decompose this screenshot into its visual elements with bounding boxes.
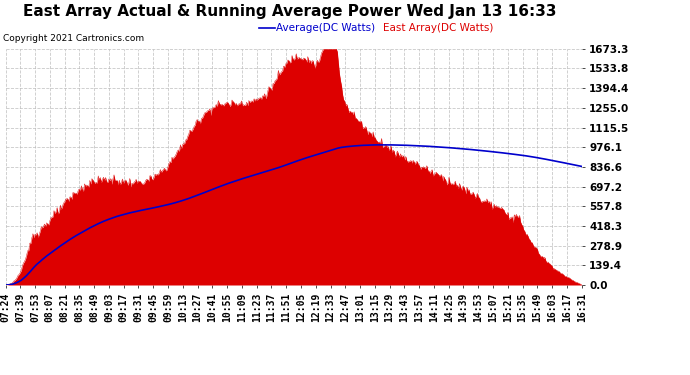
Text: Average(DC Watts): Average(DC Watts) (276, 23, 375, 33)
Text: Copyright 2021 Cartronics.com: Copyright 2021 Cartronics.com (3, 34, 145, 43)
Text: East Array Actual & Running Average Power Wed Jan 13 16:33: East Array Actual & Running Average Powe… (23, 4, 557, 19)
Text: East Array(DC Watts): East Array(DC Watts) (383, 23, 493, 33)
